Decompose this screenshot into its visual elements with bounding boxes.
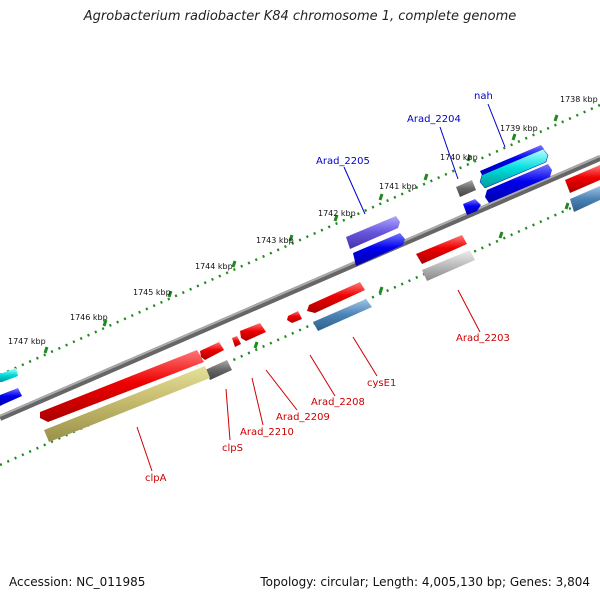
kbp-label: 1738 kbp xyxy=(560,95,598,104)
gene-nah-top[interactable] xyxy=(480,145,544,175)
kbp-label: 1742 kbp xyxy=(318,209,356,218)
kbp-label: 1739 kbp xyxy=(500,124,538,133)
gene-arad-2208[interactable] xyxy=(287,311,302,323)
kbp-label: 1745 kbp xyxy=(133,288,171,297)
gene-label-arad-2208: Arad_2208 xyxy=(311,397,365,408)
kbp-label: 1746 kbp xyxy=(70,313,108,322)
gene-small-blue[interactable] xyxy=(463,199,481,215)
gene-blue-lower[interactable] xyxy=(485,164,552,203)
accession-text: Accession: NC_011985 xyxy=(9,575,146,589)
gene-right-steel[interactable] xyxy=(570,186,600,212)
gene-arad-2203[interactable] xyxy=(422,250,475,281)
gene-clpa-olive[interactable] xyxy=(44,366,210,442)
reverse-strand-genes xyxy=(40,165,600,442)
gene-label-arad-2204: Arad_2204 xyxy=(407,114,461,125)
kbp-label: 1747 kbp xyxy=(8,337,46,346)
gene-clps[interactable] xyxy=(205,360,232,380)
gene-label-arad-2210: Arad_2210 xyxy=(240,427,294,438)
gene-label-arad-2209: Arad_2209 xyxy=(276,412,330,423)
forward-strand-genes xyxy=(0,145,600,406)
gene-clpa[interactable] xyxy=(40,350,204,422)
gene-clps-red[interactable] xyxy=(200,342,224,360)
kbp-labels: 1738 kbp 1739 kbp 1740 kbp 1741 kbp 1742… xyxy=(8,95,598,346)
leader-lines xyxy=(136,103,506,472)
kbp-label: 1741 kbp xyxy=(379,182,417,191)
gene-left-blue[interactable] xyxy=(0,388,22,406)
gene-arad-2204[interactable] xyxy=(456,180,476,197)
gene-label-clpa: clpA xyxy=(145,473,167,484)
kbp-label: 1744 kbp xyxy=(195,262,233,271)
map-title: Agrobacterium radiobacter K84 chromosome… xyxy=(83,9,517,24)
gene-label-arad-2203: Arad_2203 xyxy=(456,333,510,344)
gene-cyse1[interactable] xyxy=(313,299,372,331)
gene-right-red[interactable] xyxy=(565,165,600,193)
gene-red-upper[interactable] xyxy=(307,282,365,313)
gene-label-cyse1: cysE1 xyxy=(367,378,396,389)
kbp-label: 1740 kbp xyxy=(440,153,478,162)
outer-tick-ring xyxy=(0,103,600,377)
inner-tick-ring xyxy=(0,193,600,467)
kbp-label: 1743 kbp xyxy=(256,236,294,245)
gene-blue-2205b[interactable] xyxy=(353,233,405,266)
gene-arad-2205[interactable] xyxy=(346,216,400,249)
gene-labels: nah Arad_2204 Arad_2205 Arad_2203 cysE1 … xyxy=(145,91,510,484)
gene-arad-2209[interactable] xyxy=(240,323,266,341)
gene-left-cyan[interactable] xyxy=(0,368,18,382)
gene-arad-2210[interactable] xyxy=(232,336,241,347)
topology-text: Topology: circular; Length: 4,005,130 bp… xyxy=(260,575,590,589)
gene-label-arad-2205: Arad_2205 xyxy=(316,156,370,167)
genome-backbone xyxy=(0,155,600,421)
gene-label-nah: nah xyxy=(474,91,493,102)
gene-label-clps: clpS xyxy=(222,443,243,454)
gene-arad-2203-red[interactable] xyxy=(416,235,467,264)
